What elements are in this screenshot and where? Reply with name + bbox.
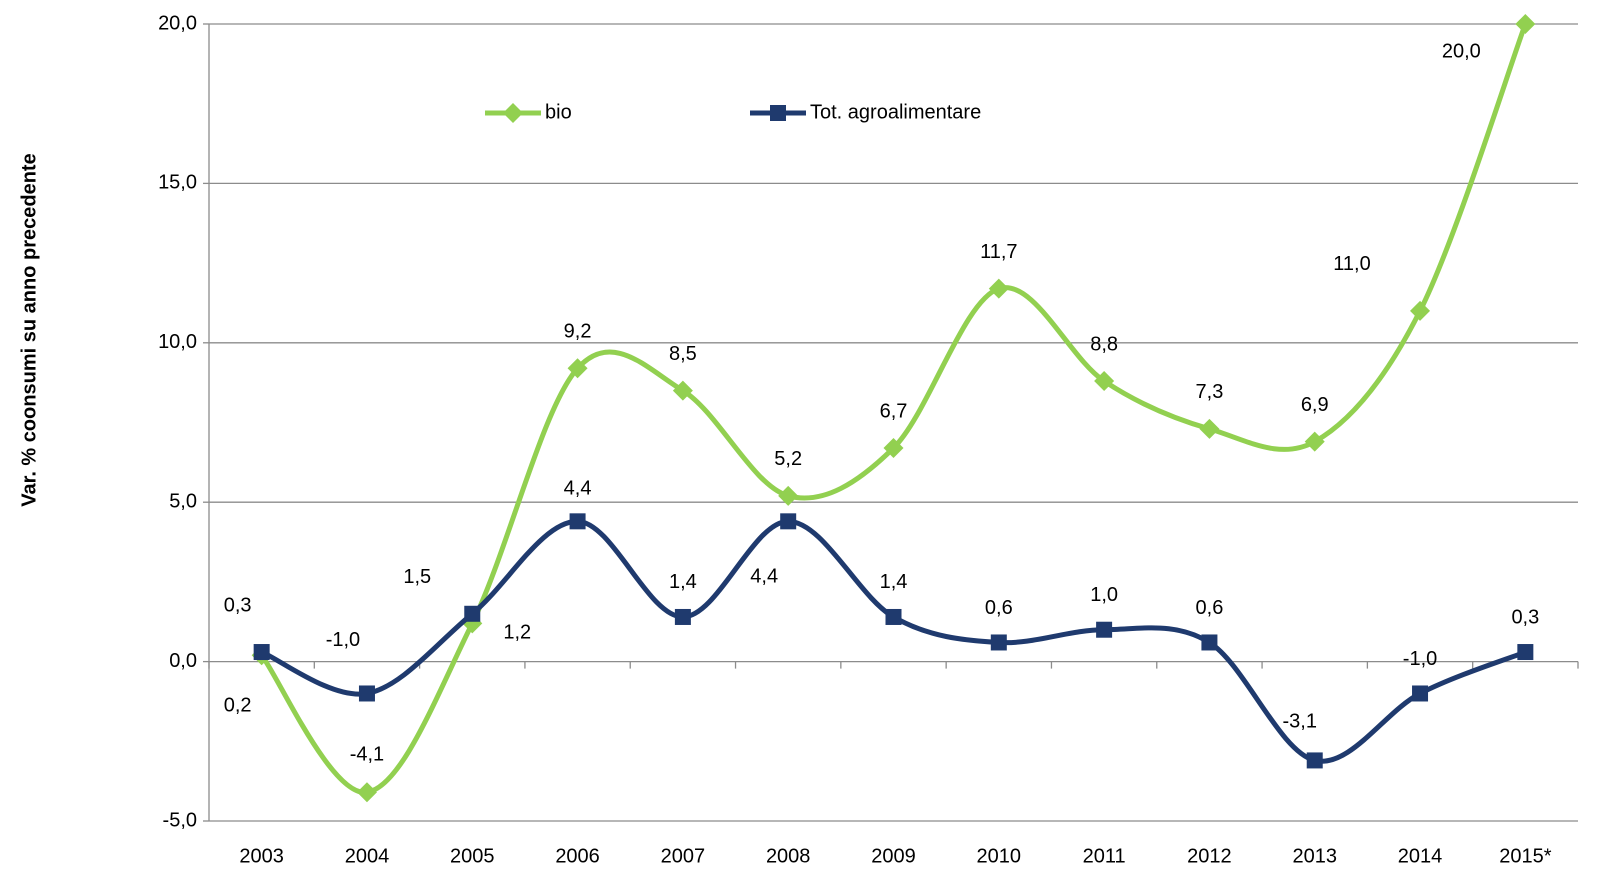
data-label: 0,6 <box>1196 597 1224 619</box>
data-label: 1,2 <box>503 622 531 644</box>
data-label: -3,1 <box>1282 711 1316 733</box>
x-tick-label: 2012 <box>1187 845 1232 867</box>
data-point <box>988 278 1009 299</box>
data-point <box>253 644 270 661</box>
data-label: 7,3 <box>1196 381 1224 403</box>
data-label: -4,1 <box>350 744 384 766</box>
data-label: 4,4 <box>750 566 778 588</box>
data-label: 0,6 <box>985 597 1013 619</box>
data-point <box>358 685 375 702</box>
data-point <box>1201 634 1218 651</box>
data-point <box>990 634 1007 651</box>
x-tick-label: 2004 <box>345 845 390 867</box>
data-label: 11,7 <box>980 241 1017 263</box>
y-tick-label: 5,0 <box>169 490 197 512</box>
data-label: 11,0 <box>1333 253 1370 275</box>
x-tick-label: 2008 <box>766 845 811 867</box>
data-point <box>778 485 799 506</box>
series-line <box>260 518 1527 764</box>
data-label: 0,3 <box>1511 606 1539 628</box>
data-point <box>1306 752 1323 769</box>
x-tick-label: 2015* <box>1499 845 1551 867</box>
y-tick-label: 15,0 <box>158 172 197 194</box>
x-tick-label: 2011 <box>1083 845 1126 867</box>
y-tick-label: -5,0 <box>163 809 197 831</box>
data-point <box>672 380 693 401</box>
data-label: 0,2 <box>224 695 252 717</box>
data-label: 0,3 <box>224 594 252 616</box>
legend-marker <box>503 103 523 123</box>
x-tick-label: 2009 <box>871 845 916 867</box>
data-point <box>885 608 902 625</box>
data-point <box>1410 300 1431 321</box>
legend-label: Tot. agroalimentare <box>810 101 981 123</box>
y-axis-title: Var. % coonsumi su anno precedente <box>18 153 40 506</box>
x-tick-label: 2006 <box>555 845 600 867</box>
data-label: 4,4 <box>564 478 592 500</box>
x-tick-label: 2010 <box>977 845 1022 867</box>
y-tick-label: 10,0 <box>158 331 197 353</box>
data-point <box>569 513 586 530</box>
x-tick-label: 2013 <box>1292 845 1337 867</box>
data-point <box>1094 371 1115 392</box>
data-point <box>780 513 797 530</box>
data-label: 1,5 <box>403 566 431 588</box>
data-label: 20,0 <box>1442 40 1481 62</box>
x-tick-label: 2003 <box>239 845 284 867</box>
data-point <box>1304 431 1325 452</box>
x-tick-label: 2007 <box>661 845 706 867</box>
data-label: 8,8 <box>1090 333 1118 355</box>
data-label: 6,7 <box>880 400 908 422</box>
y-tick-label: 20,0 <box>158 12 197 34</box>
data-label: -1,0 <box>326 629 360 651</box>
data-point <box>1517 644 1534 661</box>
data-point <box>674 608 691 625</box>
x-tick-label: 2005 <box>450 845 495 867</box>
y-tick-label: 0,0 <box>169 650 197 672</box>
data-label: 6,9 <box>1301 394 1329 416</box>
data-point <box>464 605 481 622</box>
data-label: 1,0 <box>1090 584 1118 606</box>
data-label: 5,2 <box>774 448 802 470</box>
data-point <box>567 358 588 379</box>
data-point <box>1096 621 1113 638</box>
data-point <box>883 438 904 459</box>
data-label: 1,4 <box>880 571 908 593</box>
data-point <box>1199 418 1220 439</box>
data-label: -1,0 <box>1403 648 1437 670</box>
legend-marker <box>770 105 786 121</box>
data-point <box>356 782 377 803</box>
data-point <box>1412 685 1429 702</box>
data-label: 9,2 <box>564 321 592 343</box>
legend-label: bio <box>545 101 572 123</box>
x-tick-label: 2014 <box>1398 845 1443 867</box>
data-point <box>1515 14 1536 34</box>
data-label: 1,4 <box>669 571 697 593</box>
data-label: 8,5 <box>669 343 697 365</box>
